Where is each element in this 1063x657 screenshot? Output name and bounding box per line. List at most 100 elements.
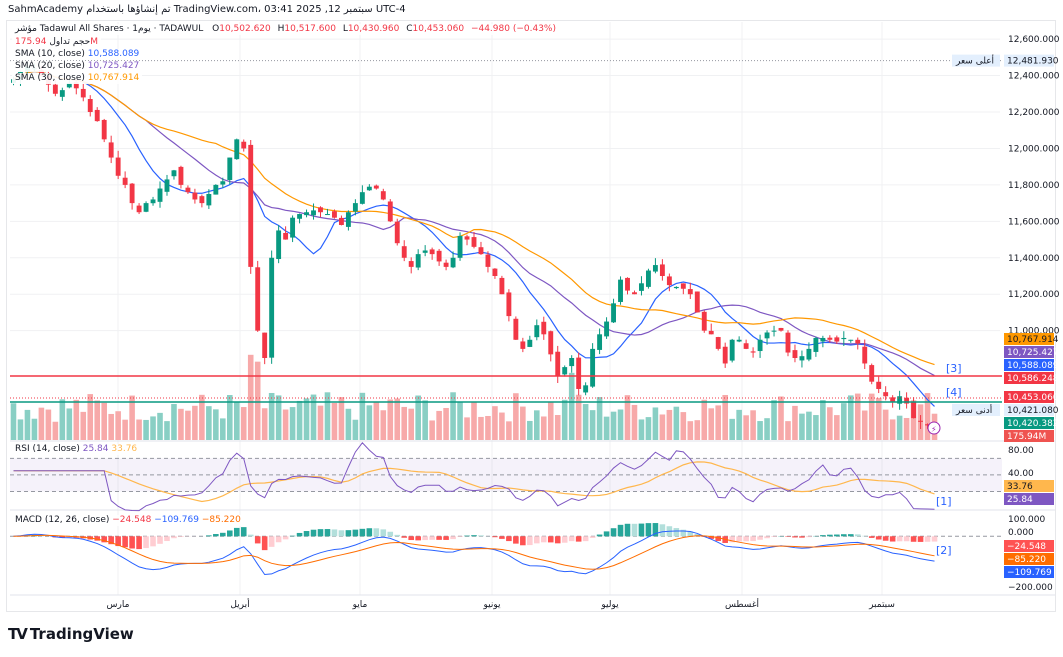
volume-bar xyxy=(275,395,282,440)
candle-body xyxy=(318,207,323,213)
volume-bar xyxy=(806,411,812,440)
candle-body xyxy=(555,351,561,377)
volume-bar xyxy=(220,418,226,440)
sma30-label: SMA (30, close) xyxy=(15,73,85,83)
price-tick: 12,600.000 xyxy=(1008,35,1060,45)
volume-bar xyxy=(792,405,798,440)
symbol-legend: مؤشر Tadawul All Shares · يوم1 · TADAWUL… xyxy=(12,24,559,35)
candle-body xyxy=(387,201,393,222)
volume-bar xyxy=(701,399,708,440)
time-axis-label: يوليو xyxy=(600,600,619,610)
candle-body xyxy=(925,424,930,426)
candle-body xyxy=(750,351,756,353)
sma30-legend[interactable]: SMA (30, close) 10,767.914 xyxy=(12,73,143,84)
candle-body xyxy=(569,358,575,367)
sma10-value: 10,588.089 xyxy=(87,49,140,59)
macd-histogram-bar xyxy=(415,536,421,541)
macd-histogram-bar xyxy=(680,529,687,537)
candle-body xyxy=(639,283,644,291)
publish-line: SahmAcademy تم إنشاؤها باستخدام TradingV… xyxy=(8,4,406,15)
sma30-tag-bg xyxy=(1004,333,1054,345)
volume-bar xyxy=(631,404,638,440)
macd-histogram-bar xyxy=(694,533,701,537)
low-price-tag: 10,421.080 xyxy=(1007,406,1059,416)
candle-body xyxy=(834,337,840,342)
candle-body xyxy=(422,250,428,253)
volume-bar xyxy=(415,395,421,440)
open-value: 10,502.620 xyxy=(219,24,271,34)
macd-histogram-bar xyxy=(820,535,826,537)
macd-histogram-bar xyxy=(506,536,512,542)
price-tick: 11,200.000 xyxy=(1008,290,1060,300)
symbol-name[interactable]: مؤشر Tadawul All Shares · يوم1 · TADAWUL xyxy=(15,24,204,34)
macd-tick: 0.000 xyxy=(1008,528,1034,538)
volume-bar xyxy=(520,406,526,440)
macd-signal-tag: −85.220 xyxy=(1007,555,1046,565)
tradingview-logo[interactable]: 𝗧𝗩 TradingView xyxy=(8,625,134,643)
macd-histogram-bar xyxy=(617,524,624,537)
candle-body xyxy=(632,292,637,295)
candle-body xyxy=(297,214,303,219)
candle-body xyxy=(52,84,58,94)
sma10-legend[interactable]: SMA (10, close) 10,588.089 xyxy=(12,49,143,60)
macd-histogram-bar xyxy=(624,523,631,537)
sma30-value: 10,767.914 xyxy=(87,73,140,83)
rsi-ma-line xyxy=(13,461,935,503)
candle-body xyxy=(87,98,93,112)
volume-bar xyxy=(387,399,394,440)
macd-histogram-bar xyxy=(854,534,861,537)
volume-bar xyxy=(373,402,380,440)
macd-histogram-bar xyxy=(289,535,296,537)
candle-body xyxy=(185,187,191,193)
macd-histogram-bar xyxy=(143,536,149,549)
close-tag-bg xyxy=(1004,391,1054,403)
candle-body xyxy=(904,397,910,404)
low-label-bg xyxy=(952,404,1000,416)
volume-bar xyxy=(659,414,666,440)
volume-bar xyxy=(408,408,414,440)
macd-histogram-bar xyxy=(436,536,442,540)
rsi-ma-tag-bg xyxy=(1004,480,1054,492)
high-label-bg xyxy=(952,54,1000,67)
candle-body xyxy=(625,277,630,291)
volume-bar xyxy=(268,392,275,440)
candle-body xyxy=(618,279,623,302)
candle-body xyxy=(248,144,254,267)
candle-body xyxy=(59,90,65,97)
volume-bar xyxy=(401,406,408,440)
macd-histogram-bar xyxy=(896,536,903,542)
candle-body xyxy=(583,385,589,393)
close-tag: 10,453.060 xyxy=(1007,393,1059,403)
volume-bar xyxy=(45,409,52,440)
volume-bar xyxy=(471,401,477,440)
price-tick: 12,200.000 xyxy=(1008,108,1060,118)
macd-histogram-bar xyxy=(534,536,540,544)
sma30-line xyxy=(13,70,935,366)
rsi-legend[interactable]: RSI (14, close) 25.84 33.76 xyxy=(12,444,141,455)
sma20-label: SMA (20, close) xyxy=(15,61,85,71)
macd-histogram-bar xyxy=(303,531,310,537)
macd-histogram-bar xyxy=(59,536,66,538)
sma20-legend[interactable]: SMA (20, close) 10,725.427 xyxy=(12,61,143,72)
volume-bar xyxy=(561,399,568,440)
candle-body xyxy=(73,82,79,89)
price-tick: 12,000.000 xyxy=(1008,144,1060,154)
candle-body xyxy=(283,232,289,240)
tv-logo-icon: 𝗧𝗩 xyxy=(8,625,28,643)
macd-histogram-bar xyxy=(317,529,324,537)
candle-body xyxy=(227,157,233,180)
macd-histogram-bar xyxy=(275,536,282,543)
volume-bar xyxy=(178,408,184,440)
volume-bar xyxy=(771,400,777,440)
open-label: O xyxy=(212,24,220,34)
candle-body xyxy=(150,199,156,204)
macd-legend[interactable]: MACD (12, 26, close) −24.548 −109.769 −8… xyxy=(12,515,244,526)
candle-body xyxy=(136,205,142,213)
macd-signal-value: −85.220 xyxy=(201,515,241,525)
volume-bar xyxy=(813,415,819,440)
volume-legend[interactable]: حجم تداول 175.94M xyxy=(12,37,101,48)
volume-bar xyxy=(589,410,596,440)
candle-body xyxy=(359,192,365,204)
macd-histogram-bar xyxy=(247,534,254,537)
